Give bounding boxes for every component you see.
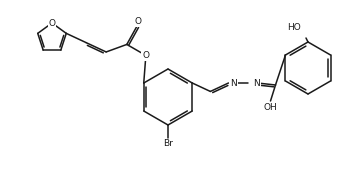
Text: N: N xyxy=(230,79,237,88)
Text: Br: Br xyxy=(163,140,173,149)
Text: O: O xyxy=(143,51,149,60)
Text: HO: HO xyxy=(287,22,301,31)
Text: OH: OH xyxy=(264,103,278,112)
Text: O: O xyxy=(48,19,56,28)
Text: O: O xyxy=(134,17,141,26)
Text: N: N xyxy=(253,79,260,88)
